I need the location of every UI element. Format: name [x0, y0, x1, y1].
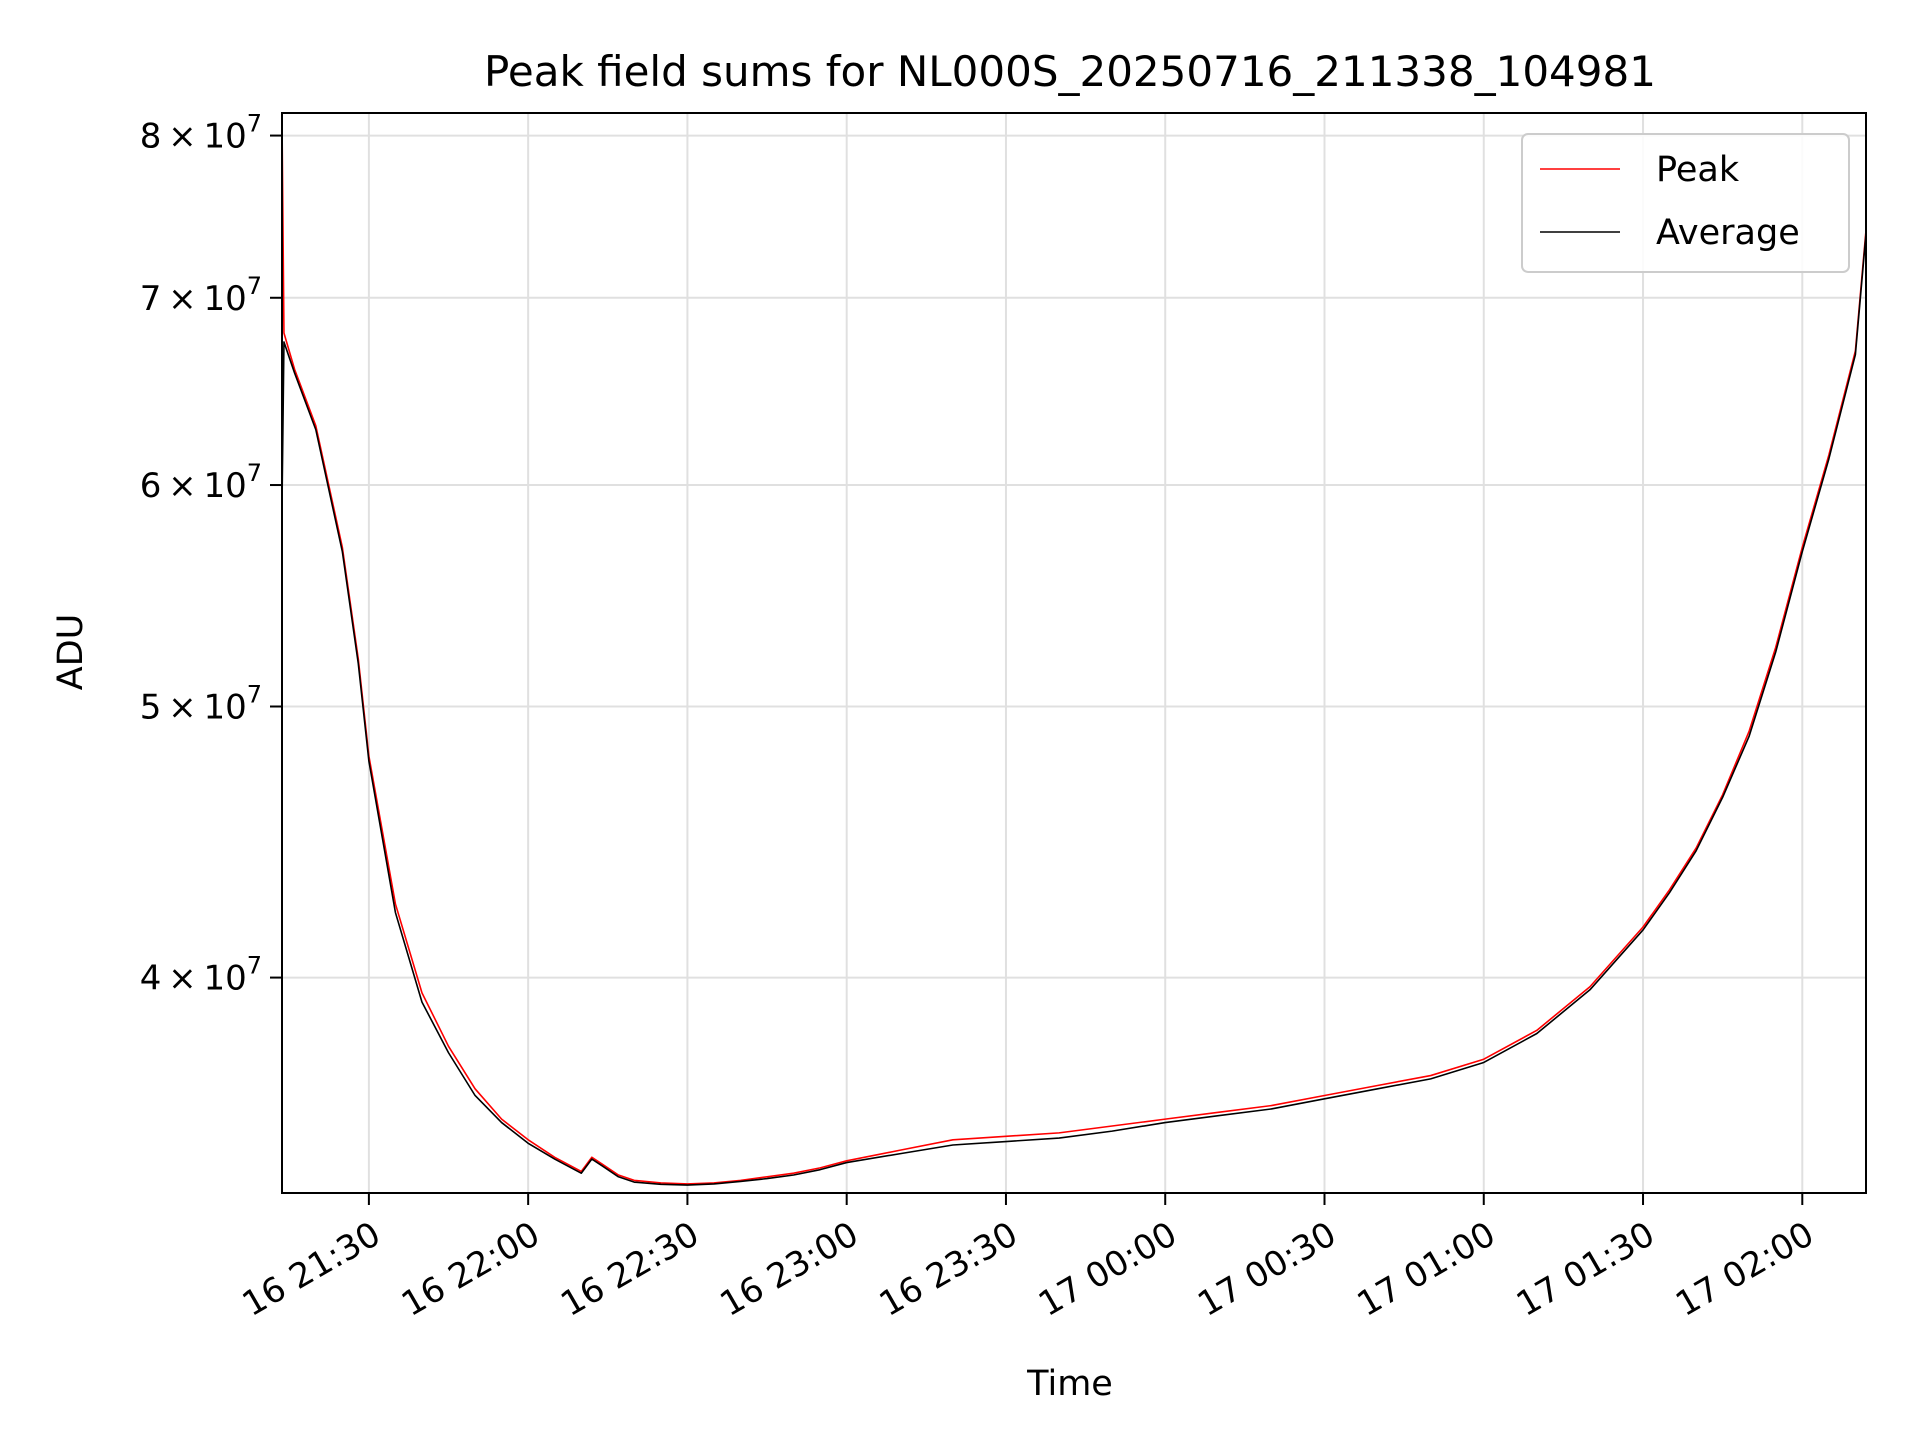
series-line-peak	[281, 120, 1867, 1185]
x-axis-label: Time	[1026, 1364, 1113, 1404]
y-axis-label: ADU	[51, 614, 91, 691]
y-tick-mantissa: 8	[140, 117, 162, 157]
y-tick-base: 10	[203, 466, 246, 506]
y-tick-mantissa: 5	[140, 688, 162, 728]
y-tick-times: ×	[161, 959, 203, 999]
y-tick-mantissa: 4	[140, 959, 162, 999]
legend: Peak Average	[1521, 133, 1850, 273]
series-layer	[281, 120, 1867, 1186]
y-tick-label: 8 × 107	[140, 110, 262, 157]
legend-label: Average	[1656, 213, 1800, 253]
y-tick-mantissa: 7	[140, 279, 162, 319]
y-tick-label: 7 × 107	[140, 272, 262, 319]
series-line-average	[281, 233, 1867, 1186]
y-tick-base: 10	[203, 117, 246, 157]
y-tick-exponent: 7	[247, 110, 262, 138]
y-tick-exponent: 7	[247, 459, 262, 487]
y-tick-label: 4 × 107	[140, 952, 262, 999]
y-tick-base: 10	[203, 279, 246, 319]
y-tick-times: ×	[161, 117, 203, 157]
chart-title: Peak field sums for NL000S_20250716_2113…	[484, 47, 1656, 96]
y-tick-times: ×	[161, 279, 203, 319]
y-tick-label: 6 × 107	[140, 459, 262, 506]
legend-label: Peak	[1656, 150, 1740, 190]
y-tick-exponent: 7	[247, 952, 262, 980]
y-tick-mantissa: 6	[140, 466, 162, 506]
y-tick-times: ×	[161, 688, 203, 728]
plot-frame	[281, 112, 1867, 1194]
y-tick-base: 10	[203, 688, 246, 728]
y-tick-exponent: 7	[247, 272, 262, 300]
grid-lines	[282, 113, 1866, 1193]
y-tick-times: ×	[161, 466, 203, 506]
y-tick-base: 10	[203, 959, 246, 999]
y-tick-label: 5 × 107	[140, 681, 262, 728]
y-tick-exponent: 7	[247, 681, 262, 709]
